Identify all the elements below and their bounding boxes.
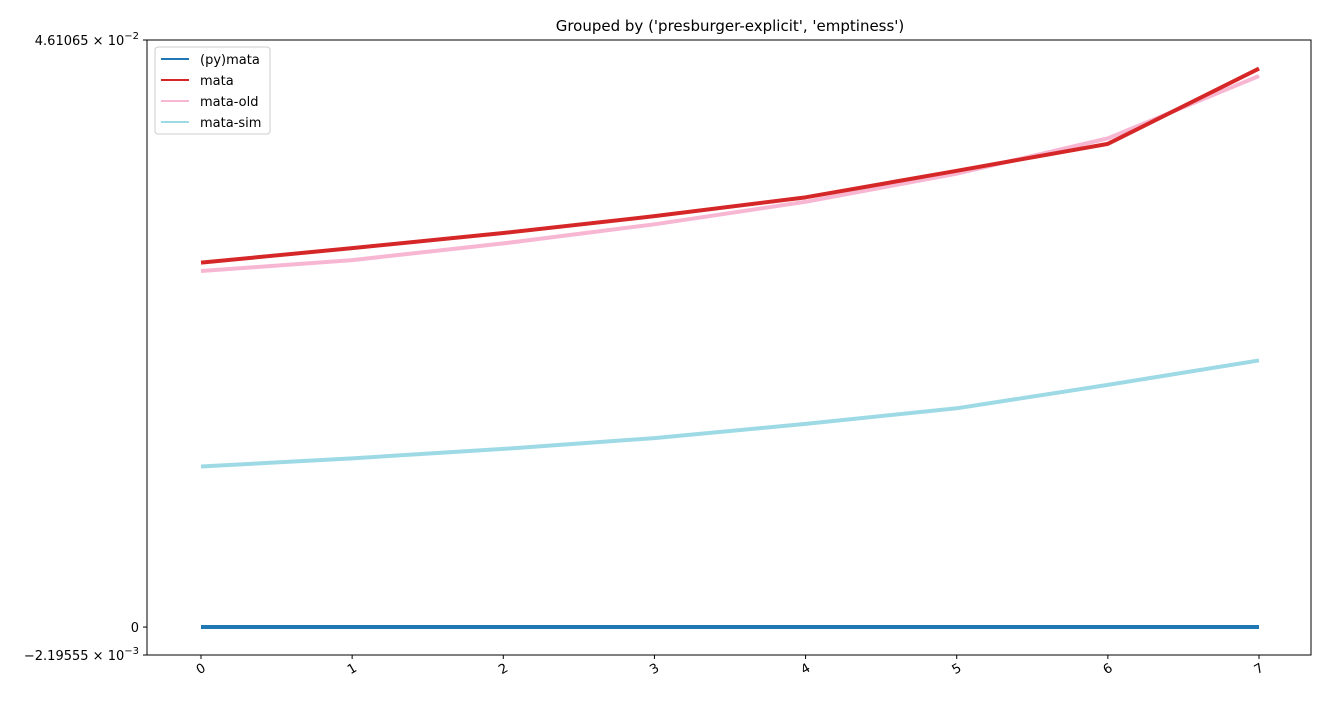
legend: (py)mata mata mata-old mata-sim [154,46,271,135]
legend-label: mata-sim [200,116,261,131]
y-tick-label: 0 [131,621,139,636]
series-line-3 [200,358,1260,469]
series-line-1 [200,66,1260,265]
x-tick-label: 3 [647,661,662,678]
y-tick-label: 4.61065 × 10−2 [35,31,139,49]
y-tick-label: −2.19555 × 10−3 [24,646,139,664]
legend-label: mata-old [200,95,258,110]
x-tick-label: 1 [345,661,360,678]
x-tick-label: 0 [194,661,209,678]
y-axis: −2.19555 × 10−3 0 4.61065 × 10−2 [24,31,147,664]
plot-area-frame [146,39,1312,656]
legend-label: mata [200,74,234,89]
x-tick-label: 6 [1101,661,1116,678]
x-tick-label: 4 [798,661,813,678]
series-line-2 [200,74,1260,274]
legend-box [154,46,271,135]
chart-title: Grouped by ('presburger-explicit', 'empt… [556,17,905,35]
legend-label: (py)mata [200,53,260,68]
x-tick-label: 5 [950,661,965,678]
x-tick-label: 2 [496,661,511,678]
x-tick-label: 7 [1252,661,1267,678]
x-axis: 0 1 2 3 4 5 6 7 [194,655,1267,678]
series-layer [200,66,1260,630]
